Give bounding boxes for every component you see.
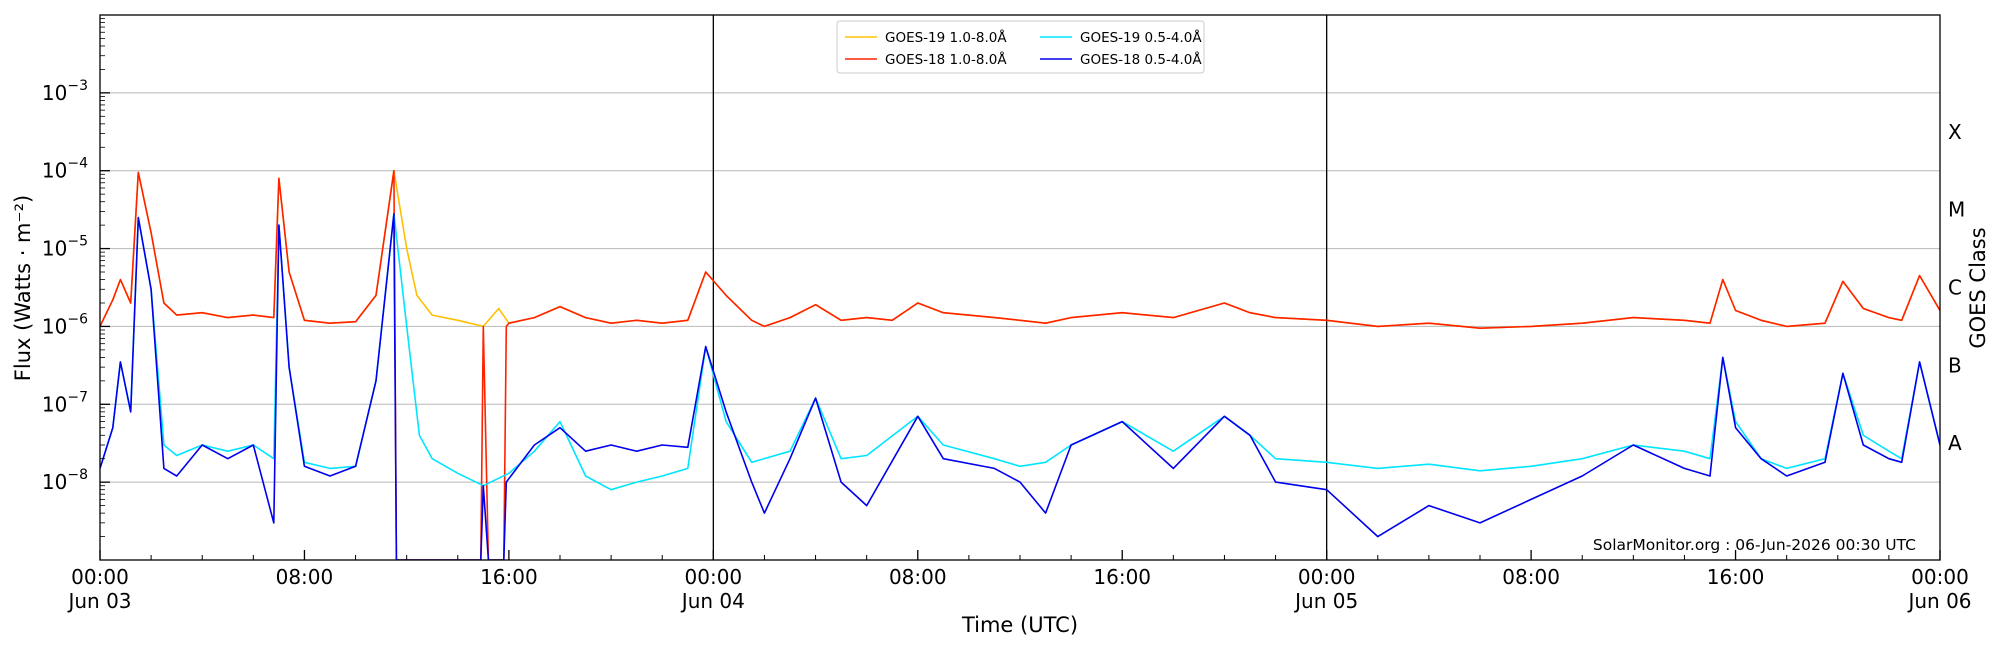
y-tick-label: 10−4	[42, 156, 88, 183]
day-boundary-lines	[712, 15, 1328, 560]
legend-entry-goes-19-0-5-4-0: GOES-19 0.5-4.0Å	[1040, 29, 1202, 46]
legend-label: GOES-18 1.0-8.0Å	[885, 51, 1007, 68]
goes-class-label-m: M	[1948, 198, 1965, 222]
x-tick-label: 16:00	[480, 565, 538, 589]
goes-class-label-x: X	[1948, 120, 1962, 144]
x-tick-label: 08:00	[276, 565, 334, 589]
goes-class-label-a: A	[1948, 431, 1962, 455]
x-tick-label: 00:00	[1911, 565, 1969, 589]
goes-class-labels: A B C M X	[1948, 120, 1965, 455]
y2-axis-title: GOES Class	[1966, 227, 1990, 348]
x-tick-date-label: Jun 05	[1293, 589, 1358, 613]
x-tick-date-label: Jun 03	[66, 589, 131, 613]
series-goes-18-0-5-4-0	[100, 213, 1940, 560]
legend-label: GOES-19 0.5-4.0Å	[1080, 29, 1202, 46]
y-axis-ticks: 10−8 10−7 10−6 10−5 10−4 10−3	[42, 18, 110, 537]
legend-entry-goes-18-1-0-8-0: GOES-18 1.0-8.0Å	[845, 51, 1007, 68]
y-axis-title: Flux (Watts · m⁻²)	[11, 195, 35, 381]
x-axis-title: Time (UTC)	[961, 613, 1078, 637]
credit-text: SolarMonitor.org : 06-Jun-2026 00:30 UTC	[1593, 536, 1916, 554]
y-tick-label: 10−5	[42, 234, 88, 261]
x-tick-label: 08:00	[889, 565, 947, 589]
x-tick-label: 16:00	[1093, 565, 1151, 589]
x-tick-label: 08:00	[1502, 565, 1560, 589]
x-tick-label: 00:00	[685, 565, 743, 589]
x-tick-label: 00:00	[1298, 565, 1356, 589]
y-tick-label: 10−3	[42, 78, 88, 105]
x-tick-date-label: Jun 04	[680, 589, 745, 613]
legend: GOES-19 1.0-8.0Å GOES-18 1.0-8.0Å GOES-19 …	[836, 20, 1205, 74]
y-tick-label: 10−6	[42, 311, 88, 338]
legend-label: GOES-18 0.5-4.0Å	[1080, 51, 1202, 68]
x-tick-label: 16:00	[1707, 565, 1765, 589]
y-tick-label: 10−7	[42, 389, 88, 416]
goes-class-label-b: B	[1948, 353, 1962, 377]
x-tick-label: 00:00	[71, 565, 129, 589]
legend-entry-goes-18-0-5-4-0: GOES-18 0.5-4.0Å	[1040, 51, 1202, 68]
y-tick-label: 10−8	[42, 467, 88, 494]
legend-box	[836, 20, 1205, 74]
series-lines	[100, 169, 1940, 560]
series-goes-18-1-0-8-0	[100, 169, 1940, 560]
legend-label: GOES-19 1.0-8.0Å	[885, 29, 1007, 46]
goes-class-label-c: C	[1948, 276, 1962, 300]
x-tick-date-label: Jun 06	[1906, 589, 1971, 613]
legend-entry-goes-19-1-0-8-0: GOES-19 1.0-8.0Å	[845, 29, 1007, 46]
